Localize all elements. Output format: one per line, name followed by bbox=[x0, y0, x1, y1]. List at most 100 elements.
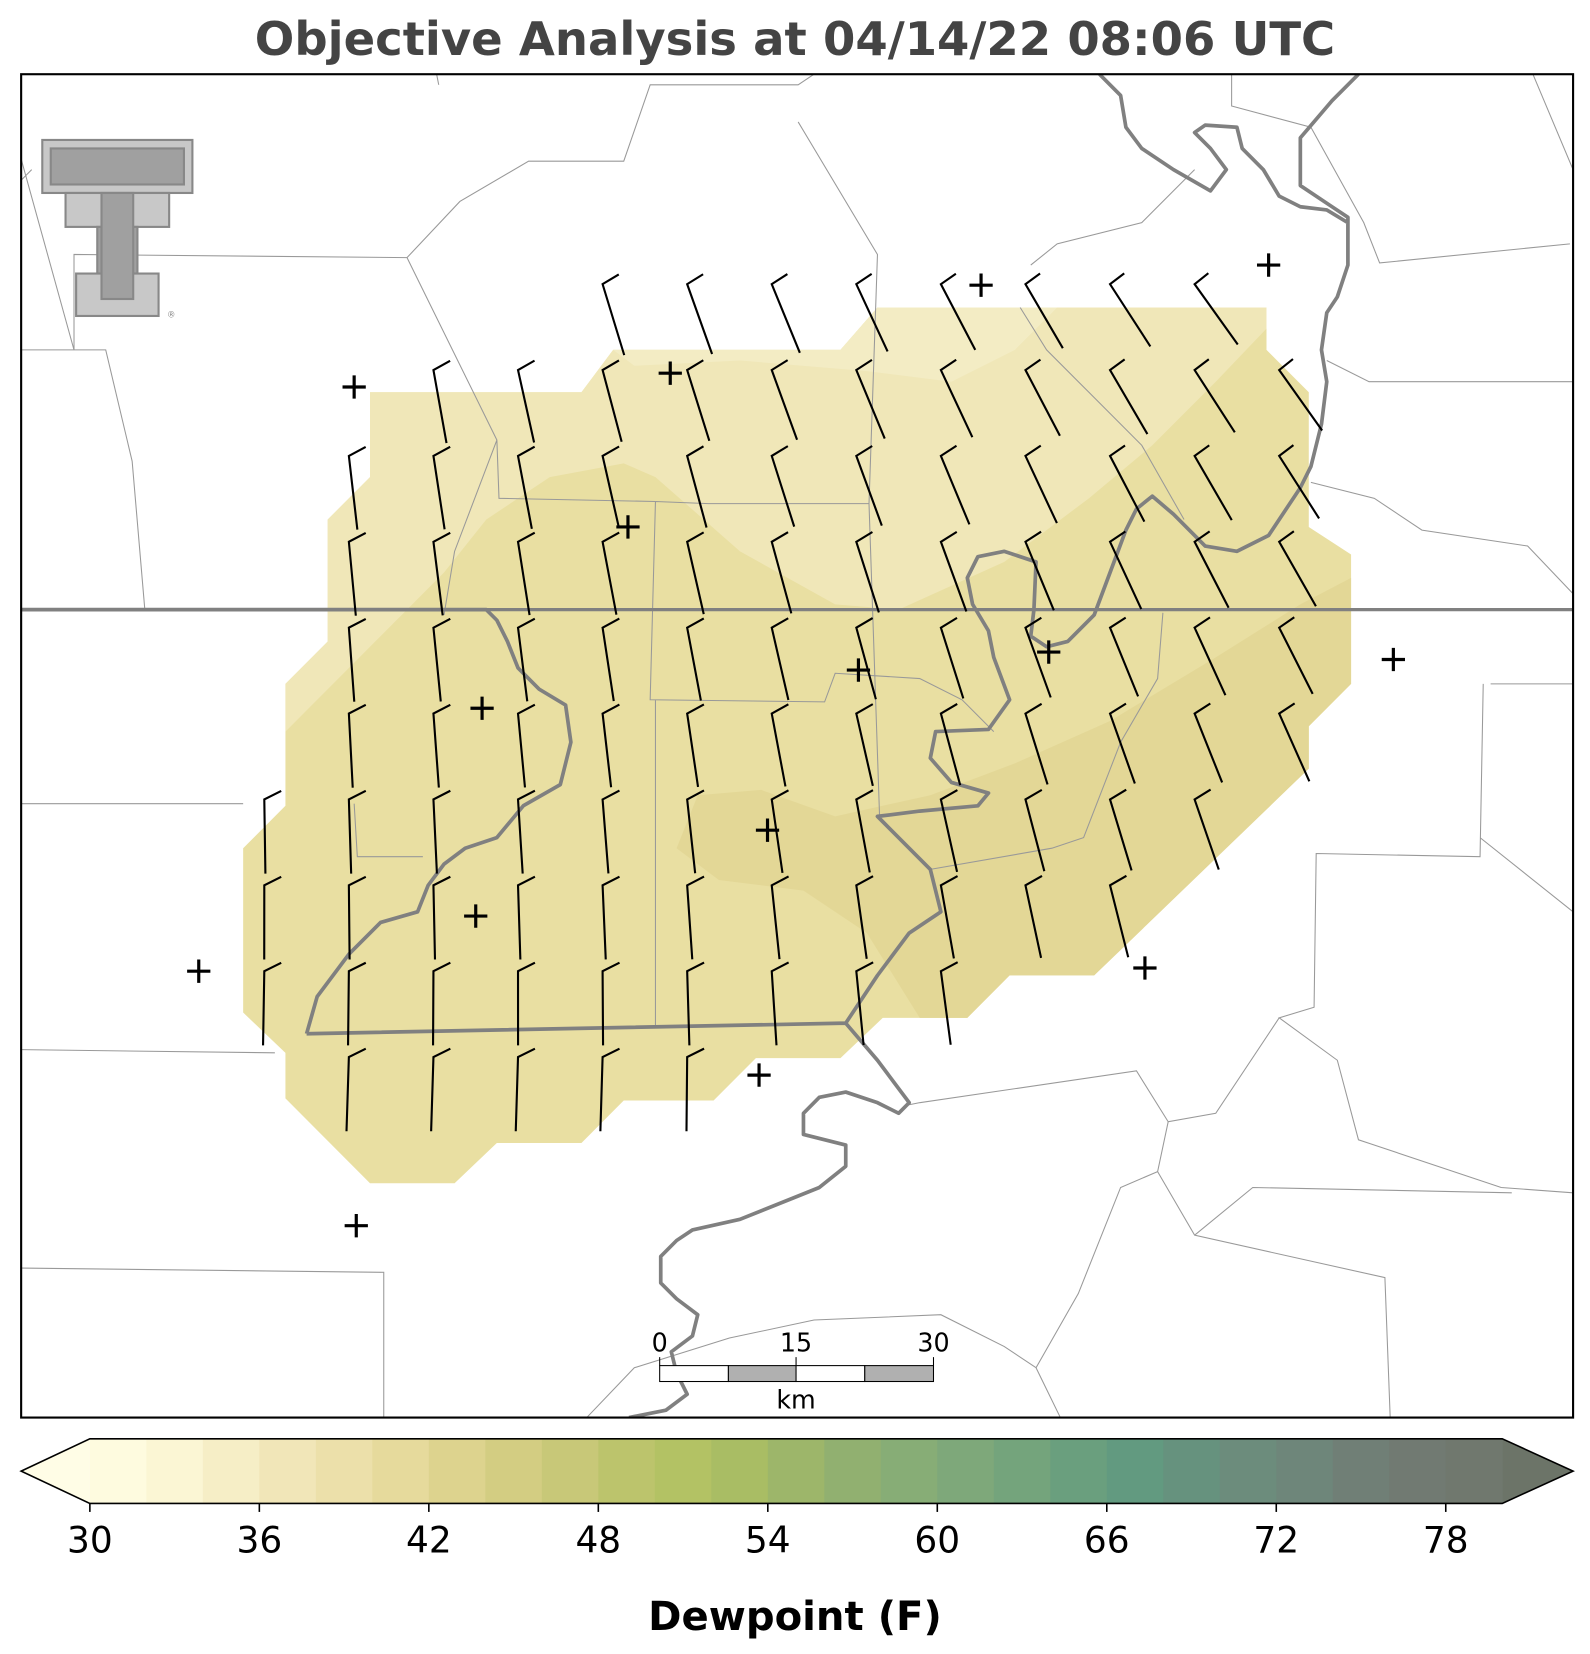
station-marker bbox=[342, 375, 366, 399]
station-marker bbox=[969, 273, 993, 297]
scale-label: 30 bbox=[917, 1327, 949, 1357]
wind-barb bbox=[601, 961, 620, 1046]
colorbar-bin bbox=[937, 1438, 995, 1504]
map-frame bbox=[20, 73, 1575, 1419]
wind-barb bbox=[686, 789, 705, 874]
wind-barb bbox=[432, 617, 451, 702]
wind-barb bbox=[855, 703, 874, 787]
colorbar-tick-label: 30 bbox=[67, 1521, 113, 1562]
wind-barb bbox=[347, 531, 367, 616]
colorbar-bin bbox=[993, 1438, 1051, 1504]
wind-barb bbox=[1193, 358, 1236, 433]
scale-bar: 0 15 30 km bbox=[652, 1327, 950, 1414]
wind-barb bbox=[516, 703, 536, 788]
wind-barb bbox=[939, 961, 959, 1045]
colorbar-bin bbox=[711, 1438, 769, 1504]
station-marker bbox=[616, 515, 640, 539]
wind-barb bbox=[1193, 530, 1230, 609]
wind-barb bbox=[347, 617, 367, 702]
wind-barb bbox=[263, 875, 282, 960]
wind-barb bbox=[1277, 444, 1320, 519]
wind-barb bbox=[939, 530, 968, 612]
wind-barb bbox=[685, 617, 705, 701]
station-marker bbox=[1256, 253, 1281, 277]
colorbar-bin bbox=[598, 1438, 656, 1504]
wind-barb bbox=[1108, 272, 1152, 347]
wind-barb bbox=[1024, 358, 1061, 437]
wind-barb bbox=[939, 875, 959, 959]
colorbar-tick-label: 78 bbox=[1423, 1521, 1469, 1562]
wind-barb bbox=[1193, 788, 1220, 870]
wind-barbs bbox=[261, 272, 1324, 1132]
wind-barb bbox=[432, 789, 451, 874]
station-marker bbox=[470, 696, 494, 720]
wind-barb bbox=[1024, 272, 1064, 349]
colorbar-bin bbox=[1389, 1438, 1447, 1504]
wind-barb bbox=[770, 789, 789, 874]
station-marker bbox=[846, 658, 871, 682]
colorbar-under bbox=[21, 1438, 90, 1504]
wind-barb bbox=[347, 875, 367, 960]
wind-barb bbox=[1024, 702, 1049, 785]
station-marker bbox=[1133, 956, 1157, 980]
colorbar-tick-label: 36 bbox=[236, 1521, 282, 1562]
wind-barb bbox=[1108, 702, 1136, 784]
colorbar-tick-label: 48 bbox=[575, 1521, 621, 1562]
colorbar-bin bbox=[1445, 1438, 1503, 1504]
colorbar-bin bbox=[259, 1438, 317, 1504]
wind-barb bbox=[601, 445, 621, 529]
colorbar-bin bbox=[1219, 1438, 1277, 1504]
wind-barb bbox=[939, 444, 971, 525]
colorbar-tick-label: 60 bbox=[914, 1521, 960, 1562]
scale-unit: km bbox=[776, 1385, 815, 1415]
wind-barb bbox=[770, 359, 799, 441]
colorbar-bin bbox=[1163, 1438, 1221, 1504]
wind-barb bbox=[1277, 702, 1311, 782]
dewpoint-light bbox=[285, 307, 1267, 732]
wind-barb bbox=[601, 789, 620, 874]
wind-barb bbox=[516, 789, 536, 874]
colorbar-bin bbox=[767, 1438, 825, 1504]
colorbar-bin bbox=[428, 1438, 486, 1504]
wind-barb bbox=[855, 359, 886, 439]
wind-barb bbox=[1193, 444, 1233, 521]
colorbar-bin bbox=[485, 1438, 543, 1504]
wind-barb bbox=[1277, 530, 1317, 607]
scale-label: 0 bbox=[652, 1327, 668, 1357]
wind-barb bbox=[430, 1047, 451, 1132]
colorbar-label: Dewpoint (F) bbox=[648, 1594, 942, 1640]
station-marker bbox=[747, 1063, 771, 1087]
wind-barb bbox=[516, 359, 536, 443]
wind-barb bbox=[686, 875, 705, 960]
wind-barb bbox=[1024, 788, 1046, 872]
wind-barb bbox=[685, 531, 705, 615]
dewpoint-dark bbox=[676, 577, 1352, 1018]
wind-barb bbox=[855, 617, 877, 700]
wind-barb bbox=[1024, 875, 1043, 959]
wind-barb bbox=[685, 445, 708, 528]
logo: ® bbox=[41, 138, 194, 319]
wind-barb bbox=[855, 789, 874, 873]
wind-barb bbox=[770, 531, 793, 614]
wind-barb bbox=[601, 875, 620, 960]
wind-barb bbox=[686, 961, 705, 1046]
wind-barb bbox=[1108, 874, 1130, 958]
colorbar-bin bbox=[1050, 1438, 1108, 1504]
wind-barb bbox=[1108, 444, 1146, 523]
wind-barb bbox=[1108, 530, 1143, 610]
wind-barb bbox=[601, 531, 620, 615]
colorbar-bin bbox=[654, 1438, 712, 1504]
wind-barb bbox=[345, 1047, 367, 1132]
wind-barb bbox=[1024, 530, 1055, 611]
wind-barb bbox=[347, 446, 367, 530]
wind-barb bbox=[939, 616, 965, 699]
wind-barb bbox=[770, 875, 790, 960]
wind-barb bbox=[1277, 358, 1324, 432]
wind-barb bbox=[686, 703, 705, 788]
wind-barb bbox=[1108, 788, 1133, 871]
colorbar-bin bbox=[372, 1438, 430, 1504]
wind-barb bbox=[1108, 616, 1140, 697]
wind-barb bbox=[516, 445, 536, 530]
title: Objective Analysis at 04/14/22 08:06 UTC bbox=[255, 12, 1335, 66]
